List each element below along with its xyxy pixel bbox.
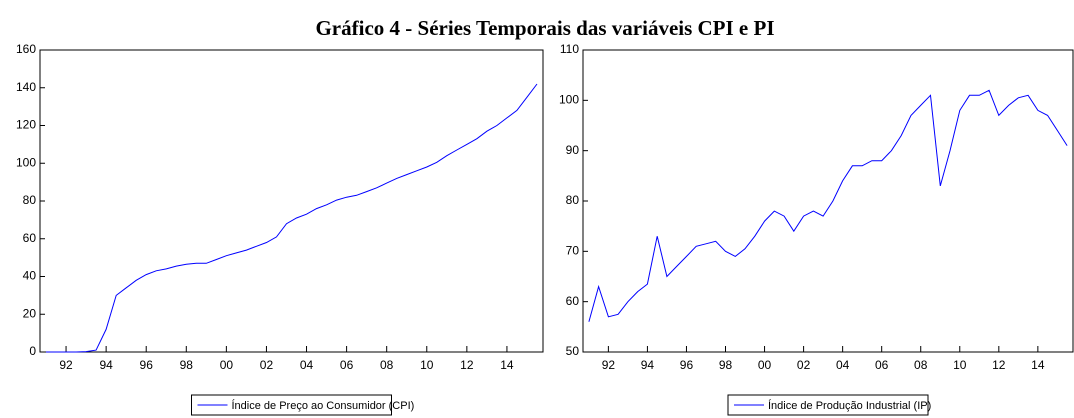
x-tick-label: 10 bbox=[953, 358, 967, 372]
y-tick-label: 110 bbox=[560, 42, 579, 56]
y-tick-label: 160 bbox=[16, 42, 36, 56]
y-tick-label: 70 bbox=[566, 244, 580, 258]
x-tick-label: 00 bbox=[758, 358, 772, 372]
x-tick-label: 14 bbox=[1031, 358, 1045, 372]
y-tick-label: 120 bbox=[16, 118, 36, 132]
plot-frame bbox=[39, 49, 544, 353]
figure-title: Gráfico 4 - Séries Temporais das variáve… bbox=[315, 16, 774, 40]
legend-box bbox=[727, 394, 929, 416]
legend-label: Índice de Preço ao Consumidor (CPI) bbox=[232, 399, 415, 412]
x-tick-label: 94 bbox=[641, 358, 655, 372]
x-tick-label: 98 bbox=[180, 358, 194, 372]
x-tick-label: 12 bbox=[460, 358, 474, 372]
y-tick-label: 100 bbox=[559, 93, 579, 107]
legend-box bbox=[191, 394, 392, 416]
y-tick-label: 80 bbox=[23, 193, 37, 207]
y-tick-label: 0 bbox=[29, 344, 36, 358]
x-tick-label: 06 bbox=[340, 358, 354, 372]
x-tick-label: 04 bbox=[300, 358, 314, 372]
x-tick-label: 04 bbox=[836, 358, 850, 372]
y-tick-label: 60 bbox=[23, 231, 37, 245]
x-tick-label: 12 bbox=[992, 358, 1006, 372]
x-tick-label: 02 bbox=[260, 358, 274, 372]
legend-label: Índice de Produção Industrial (IP) bbox=[768, 399, 931, 412]
x-tick-label: 10 bbox=[420, 358, 434, 372]
y-tick-label: 60 bbox=[566, 294, 580, 308]
x-tick-label: 94 bbox=[99, 358, 113, 372]
plot-frame bbox=[582, 49, 1074, 353]
x-tick-label: 08 bbox=[914, 358, 928, 372]
y-tick-label: 20 bbox=[23, 306, 37, 320]
x-tick-label: 92 bbox=[59, 358, 73, 372]
x-tick-label: 96 bbox=[680, 358, 694, 372]
x-tick-label: 00 bbox=[220, 358, 234, 372]
x-tick-label: 02 bbox=[797, 358, 811, 372]
x-tick-label: 92 bbox=[602, 358, 616, 372]
y-tick-label: 90 bbox=[566, 143, 580, 157]
series-line bbox=[588, 89, 1068, 322]
x-tick-label: 96 bbox=[140, 358, 154, 372]
x-tick-label: 06 bbox=[875, 358, 889, 372]
y-tick-label: 80 bbox=[566, 193, 580, 207]
series-line bbox=[46, 83, 538, 353]
x-tick-label: 08 bbox=[380, 358, 394, 372]
y-tick-label: 100 bbox=[16, 155, 36, 169]
y-tick-label: 140 bbox=[16, 80, 36, 94]
y-tick-label: 50 bbox=[566, 344, 580, 358]
y-tick-label: 40 bbox=[23, 269, 37, 283]
x-tick-label: 14 bbox=[500, 358, 514, 372]
x-tick-label: 98 bbox=[719, 358, 733, 372]
